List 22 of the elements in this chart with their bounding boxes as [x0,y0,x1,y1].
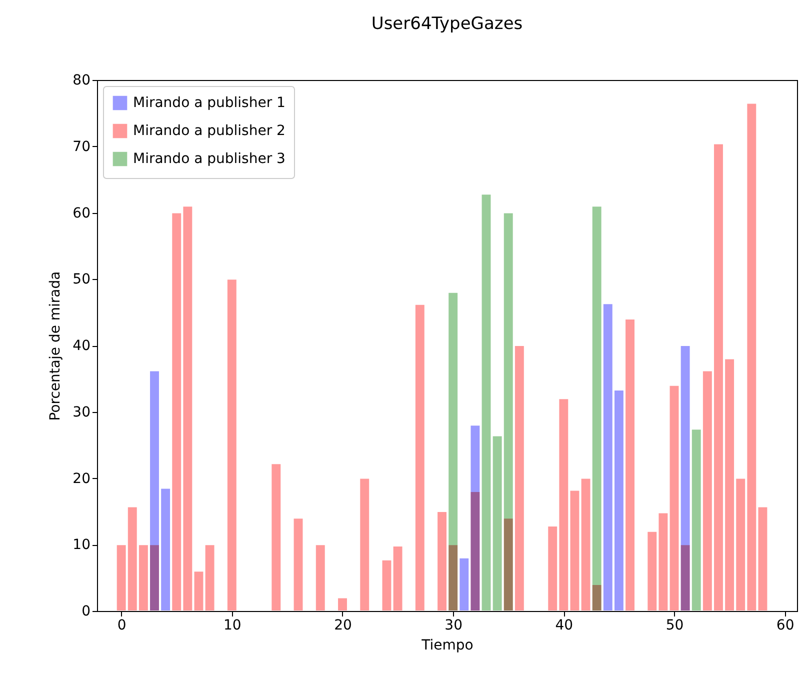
y-tick-label: 0 [82,604,90,620]
legend-label: Mirando a publisher 3 [133,151,286,167]
x-axis-title: Tiempo [420,638,474,654]
y-tick-label: 10 [72,537,90,554]
legend-label: Mirando a publisher 2 [133,123,286,139]
y-tick-label: 30 [72,404,90,420]
legend-label: Mirando a publisher 1 [133,95,286,111]
x-tick-label: 40 [555,618,574,634]
x-tick-label: 50 [666,618,684,634]
y-tick-label: 60 [72,205,90,222]
x-tick-label: 30 [444,618,462,634]
x-tick-label: 0 [117,618,126,634]
x-tick-label: 10 [224,618,242,634]
y-tick-label: 40 [72,338,90,354]
x-tick-label: 60 [776,618,794,634]
chart-title: User64TypeGazes [371,14,523,34]
y-tick-label: 80 [72,72,90,88]
y-axis-title: Porcentaje de mirada [48,271,64,421]
y-tick-label: 20 [72,470,90,487]
x-tick-label: 20 [334,618,352,634]
y-tick-label: 70 [72,138,90,155]
y-tick-label: 50 [72,272,90,288]
